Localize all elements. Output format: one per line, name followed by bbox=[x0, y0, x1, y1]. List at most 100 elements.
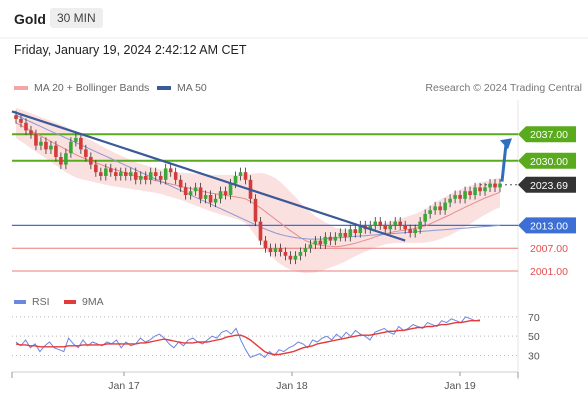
candle-body bbox=[178, 179, 183, 188]
ma50-swatch bbox=[157, 86, 171, 90]
candle-body bbox=[118, 172, 123, 176]
instrument-title: Gold bbox=[14, 11, 46, 27]
candle-body bbox=[69, 141, 73, 154]
legend-rsi-label: RSI bbox=[32, 296, 50, 308]
candle-body bbox=[29, 130, 33, 135]
candle-body bbox=[258, 221, 263, 241]
candle-body bbox=[348, 229, 353, 237]
candle-body bbox=[408, 229, 412, 233]
candle-body bbox=[168, 168, 173, 173]
candle-body bbox=[388, 225, 393, 230]
candle-body bbox=[443, 202, 447, 211]
pivot-label-2013.00: 2013.00 bbox=[530, 220, 568, 232]
price-label-2030.00: 2030.00 bbox=[530, 156, 568, 168]
candle-body bbox=[393, 221, 398, 226]
candle-body bbox=[213, 198, 218, 203]
candle-body bbox=[158, 176, 163, 180]
candle-body bbox=[263, 240, 268, 249]
candle-body bbox=[14, 115, 18, 119]
rsi-ma-swatch bbox=[64, 300, 76, 304]
rsi-swatch bbox=[14, 300, 26, 304]
research-credit: Research © 2024 Trading Central bbox=[425, 82, 582, 94]
legend-ma50: MA 50 bbox=[157, 82, 207, 94]
candle-body bbox=[44, 141, 48, 150]
legend-rsi: RSI bbox=[14, 296, 50, 308]
time-tick-Jan-17: Jan 17 bbox=[108, 380, 140, 392]
candle-body bbox=[318, 240, 323, 245]
candle-body bbox=[433, 206, 437, 211]
price-label-bg bbox=[518, 126, 576, 143]
ma50-line bbox=[15, 114, 501, 240]
candle-body bbox=[488, 183, 492, 188]
legend-bollinger-label: MA 20 + Bollinger Bands bbox=[34, 82, 150, 94]
price-label-bg bbox=[518, 152, 576, 169]
price-label-2037.00: 2037.00 bbox=[530, 129, 568, 141]
candle-body bbox=[49, 145, 53, 150]
candle-body bbox=[288, 255, 293, 260]
candle-body bbox=[438, 206, 442, 211]
candle-body bbox=[283, 252, 288, 256]
rsi-tick-50: 50 bbox=[528, 331, 540, 343]
support-label-2007.00: 2007.00 bbox=[530, 243, 568, 255]
candle-body bbox=[278, 248, 283, 252]
candle-body bbox=[218, 191, 223, 199]
candle-body bbox=[173, 172, 178, 180]
pivot-label-bg bbox=[518, 217, 576, 234]
candle-body bbox=[143, 176, 148, 180]
candle-body bbox=[473, 187, 477, 195]
candle-body bbox=[79, 138, 83, 150]
candle-body bbox=[163, 168, 168, 180]
candle-body bbox=[343, 233, 348, 237]
candle-body bbox=[123, 172, 128, 176]
candle-body bbox=[293, 255, 298, 260]
candle-body bbox=[19, 119, 23, 123]
candle-body bbox=[253, 198, 258, 222]
candle-body bbox=[368, 225, 373, 230]
forecast-arrow-shaft bbox=[500, 144, 508, 182]
time-tick-Jan-18: Jan 18 bbox=[276, 380, 308, 392]
current-price-bg bbox=[518, 176, 576, 193]
candle-body bbox=[104, 168, 108, 176]
candle-body bbox=[203, 195, 208, 199]
rsi-line bbox=[15, 316, 481, 359]
candle-body bbox=[268, 248, 273, 252]
candle-body bbox=[24, 122, 28, 131]
candle-body bbox=[328, 236, 333, 241]
candle-body bbox=[148, 172, 153, 180]
candle-body bbox=[478, 187, 482, 192]
candle-body bbox=[413, 229, 417, 233]
candle-body bbox=[383, 225, 388, 230]
candle-body bbox=[498, 183, 502, 188]
candle-body bbox=[233, 176, 238, 184]
candle-body bbox=[113, 172, 118, 176]
candle-body bbox=[39, 141, 43, 146]
candle-body bbox=[183, 187, 188, 195]
candle-body bbox=[243, 172, 248, 180]
candle-body bbox=[308, 244, 313, 249]
candle-body bbox=[378, 221, 383, 226]
candle-body bbox=[208, 195, 213, 203]
candle-body bbox=[493, 183, 497, 188]
candle-body bbox=[483, 187, 487, 192]
candle-body bbox=[398, 221, 403, 226]
candle-body bbox=[468, 191, 472, 195]
candle-body bbox=[333, 236, 338, 241]
timeframe-badge[interactable]: 30 MIN bbox=[50, 8, 103, 28]
legend-9ma-label: 9MA bbox=[82, 296, 104, 308]
bollinger-swatch bbox=[14, 86, 28, 90]
candle-body bbox=[463, 191, 467, 199]
candle-body bbox=[89, 157, 93, 165]
candle-body bbox=[54, 145, 58, 157]
forecast-arrow-head bbox=[500, 138, 512, 150]
candle-body bbox=[338, 233, 343, 237]
candle-body bbox=[34, 134, 38, 146]
candle-body bbox=[138, 176, 143, 180]
candle-body bbox=[188, 191, 193, 195]
candle-body bbox=[358, 225, 363, 233]
candle-body bbox=[193, 187, 198, 192]
candle-body bbox=[418, 221, 422, 230]
candle-body bbox=[353, 229, 358, 233]
downtrend-line bbox=[11, 110, 406, 242]
candle-body bbox=[298, 252, 303, 256]
